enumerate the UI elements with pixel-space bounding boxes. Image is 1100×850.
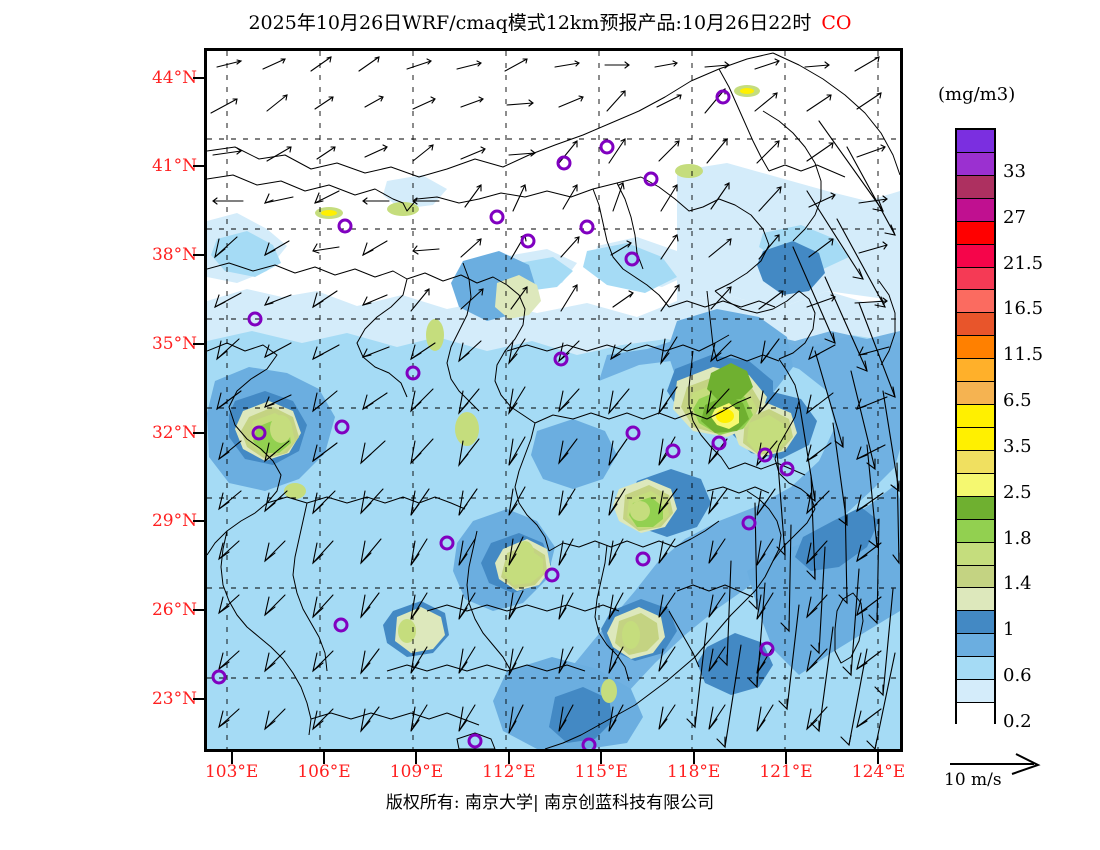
colorbar-band bbox=[957, 450, 994, 474]
lon-tick-mark bbox=[507, 752, 510, 764]
colorbar[interactable] bbox=[955, 128, 996, 726]
page-title: 2025年10月26日WRF/cmaq模式12km预报产品:10月26日22时 C… bbox=[0, 8, 1100, 35]
co-concentration-shading bbox=[207, 85, 900, 749]
lon-tick-mark bbox=[877, 752, 880, 764]
map-plot-area[interactable] bbox=[204, 48, 903, 752]
lat-tick-mark bbox=[193, 608, 205, 611]
lat-tick-label: 29°N bbox=[151, 511, 197, 532]
colorbar-tick-label: 33 bbox=[1003, 160, 1026, 182]
lon-tick-mark bbox=[230, 752, 233, 764]
colorbar-band bbox=[957, 267, 994, 291]
colorbar-tick-label: 27 bbox=[1003, 206, 1026, 228]
colorbar-band bbox=[957, 313, 994, 337]
lon-tick-label: 112°E bbox=[482, 762, 536, 782]
colorbar-tick-label: 1 bbox=[1003, 619, 1015, 641]
lon-tick-mark bbox=[415, 752, 418, 764]
colorbar-band bbox=[957, 152, 994, 176]
colorbar-band bbox=[957, 542, 994, 566]
lat-tick-mark bbox=[193, 520, 205, 523]
colorbar-tick-label: 16.5 bbox=[1003, 298, 1044, 320]
lat-tick-mark bbox=[193, 254, 205, 257]
colorbar-units: (mg/m3) bbox=[938, 84, 1016, 105]
lon-tick-mark bbox=[692, 752, 695, 764]
lat-tick-label: 23°N bbox=[151, 688, 197, 709]
title-text: 2025年10月26日WRF/cmaq模式12km预报产品:10月26日22时 bbox=[248, 12, 812, 34]
copyright-footer: 版权所有: 南京大学| 南京创蓝科技有限公司 bbox=[385, 793, 715, 813]
lon-tick-label: 106°E bbox=[297, 762, 351, 782]
colorbar-band bbox=[957, 657, 994, 681]
lat-tick-mark bbox=[193, 697, 205, 700]
colorbar-band bbox=[957, 611, 994, 635]
lat-tick-mark bbox=[193, 431, 205, 434]
colorbar-band bbox=[957, 519, 994, 543]
lon-tick-label: 109°E bbox=[389, 762, 444, 782]
pollutant-label: CO bbox=[821, 12, 852, 34]
lat-tick-mark bbox=[193, 76, 205, 79]
colorbar-band bbox=[957, 405, 994, 428]
administrative-boundaries bbox=[207, 52, 900, 749]
colorbar-tick-label: 11.5 bbox=[1003, 344, 1044, 366]
colorbar-tick-label: 6.5 bbox=[1003, 390, 1032, 412]
colorbar-band bbox=[957, 336, 994, 360]
colorbar-band bbox=[957, 244, 994, 268]
lat-tick-mark bbox=[193, 165, 205, 168]
colorbar-band bbox=[957, 198, 994, 222]
colorbar-band bbox=[957, 175, 994, 199]
wind-scale-label: 10 m/s bbox=[944, 770, 1002, 790]
colorbar-band bbox=[957, 290, 994, 314]
lon-tick-mark bbox=[600, 752, 603, 764]
contour-map bbox=[207, 51, 900, 749]
colorbar-band bbox=[957, 588, 994, 612]
lon-tick-mark bbox=[323, 752, 326, 764]
lat-tick-label: 38°N bbox=[151, 245, 197, 266]
colorbar-band bbox=[957, 382, 994, 406]
colorbar-band bbox=[957, 703, 994, 726]
colorbar-band bbox=[957, 359, 994, 383]
colorbar-band bbox=[957, 680, 994, 704]
lat-tick-label: 35°N bbox=[151, 333, 197, 354]
colorbar-band bbox=[957, 634, 994, 658]
colorbar-tick-label: 21.5 bbox=[1003, 252, 1044, 274]
lon-tick-label: 118°E bbox=[666, 762, 721, 782]
colorbar-band bbox=[957, 496, 994, 520]
lon-tick-mark bbox=[785, 752, 788, 764]
lon-tick-label: 121°E bbox=[759, 762, 813, 782]
lon-tick-label: 124°E bbox=[851, 762, 906, 782]
colorbar-tick-label: 0.6 bbox=[1003, 665, 1032, 687]
station-markers[interactable] bbox=[211, 89, 795, 749]
colorbar-band bbox=[957, 473, 994, 497]
colorbar-tick-label: 3.5 bbox=[1003, 435, 1032, 457]
lat-tick-label: 26°N bbox=[151, 599, 197, 620]
wind-reference-arrow bbox=[946, 752, 1066, 798]
colorbar-tick-label: 0.2 bbox=[1003, 711, 1032, 732]
colorbar-tick-label: 1.8 bbox=[1003, 527, 1032, 549]
lon-tick-label: 115°E bbox=[574, 762, 628, 782]
lat-tick-label: 44°N bbox=[151, 67, 197, 88]
lon-tick-label: 103°E bbox=[204, 762, 259, 782]
lat-tick-mark bbox=[193, 342, 205, 345]
colorbar-band bbox=[957, 221, 994, 245]
colorbar-tick-label: 1.4 bbox=[1003, 573, 1032, 595]
colorbar-band bbox=[957, 130, 994, 153]
lat-tick-label: 41°N bbox=[151, 156, 197, 177]
colorbar-band bbox=[957, 565, 994, 589]
lat-tick-label: 32°N bbox=[151, 422, 197, 443]
colorbar-band bbox=[957, 427, 994, 451]
colorbar-tick-label: 2.5 bbox=[1003, 481, 1032, 503]
